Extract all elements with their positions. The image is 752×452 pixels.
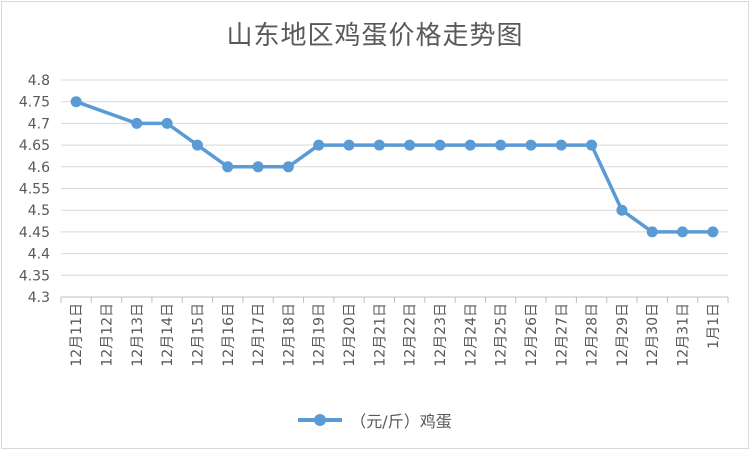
x-tick-label: 12月20日 [342, 303, 358, 367]
y-tick-label: 4.7 [28, 116, 50, 132]
data-point [343, 139, 355, 151]
data-point [616, 204, 628, 216]
y-tick-label: 4.35 [19, 268, 50, 284]
x-tick-label: 12月21日 [372, 303, 388, 367]
series-line-segment [74, 99, 139, 126]
data-point [131, 117, 143, 129]
x-tick-label: 12月16日 [221, 303, 237, 367]
y-tick-label: 4.55 [19, 182, 50, 198]
x-tick-label: 12月31日 [676, 303, 692, 367]
x-tick-label: 12月19日 [312, 303, 328, 367]
data-point [404, 139, 416, 151]
y-tick-label: 4.45 [19, 225, 50, 241]
x-tick-label: 12月15日 [190, 303, 206, 367]
data-point [586, 139, 598, 151]
series-line-segment [620, 208, 654, 234]
x-tick-label: 12月27日 [554, 303, 570, 367]
x-tick-label: 12月25日 [494, 303, 510, 367]
x-tick-label: 12月30日 [645, 303, 661, 367]
legend-marker [298, 414, 343, 426]
chart-legend: （元/斤）鸡蛋 [0, 408, 750, 432]
y-tick-label: 4.5 [28, 203, 50, 219]
series-line-segment [195, 143, 230, 169]
x-tick-label: 1月1日 [706, 303, 722, 349]
x-tick-label: 12月11日 [69, 303, 85, 367]
data-point [646, 226, 658, 238]
data-point [525, 139, 537, 151]
x-tick-label: 12月13日 [130, 303, 146, 367]
x-tick-label: 12月29日 [615, 303, 631, 367]
data-point [495, 139, 507, 151]
data-point [464, 139, 476, 151]
x-tick-label: 12月28日 [585, 303, 601, 367]
y-tick-label: 4.3 [28, 290, 50, 306]
chart-title: 山东地区鸡蛋价格走势图 [226, 21, 524, 51]
data-point [252, 161, 264, 173]
x-tick-label: 12月22日 [403, 303, 419, 367]
y-tick-label: 4.65 [19, 138, 50, 154]
series-line-segment [286, 143, 321, 169]
legend-label: （元/斤）鸡蛋 [350, 412, 452, 431]
x-tick-label: 12月14日 [160, 303, 176, 367]
data-point [555, 139, 567, 151]
data-point [677, 226, 689, 238]
data-point [373, 139, 385, 151]
y-tick-label: 4.6 [28, 160, 50, 176]
data-point [222, 161, 234, 173]
x-tick-label: 12月26日 [524, 303, 540, 367]
data-point [282, 161, 294, 173]
x-tick-label: 12月23日 [433, 303, 449, 367]
data-point [313, 139, 325, 151]
data-point [707, 226, 719, 238]
data-point [434, 139, 446, 151]
x-tick-label: 12月24日 [463, 303, 479, 367]
data-point [70, 96, 82, 108]
x-tick-label: 12月18日 [281, 303, 297, 367]
y-tick-label: 4.75 [19, 95, 50, 111]
data-point [161, 117, 173, 129]
x-tick-label: 12月17日 [251, 303, 267, 367]
y-tick-label: 4.8 [28, 73, 50, 89]
series-line-segment [589, 143, 624, 212]
y-tick-label: 4.4 [28, 247, 50, 263]
series-line-segment [165, 121, 200, 147]
x-tick-label: 12月12日 [99, 303, 115, 367]
data-point [191, 139, 203, 151]
